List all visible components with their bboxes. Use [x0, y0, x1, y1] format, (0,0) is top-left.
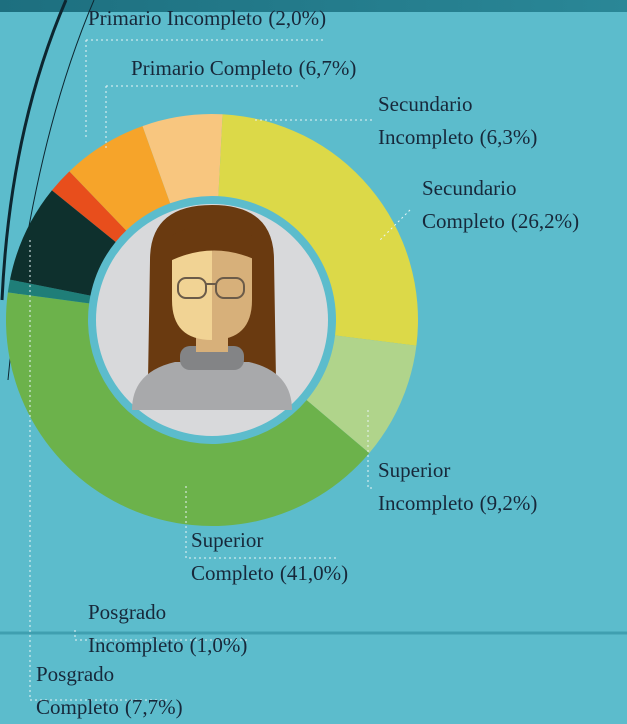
- donut-slice: [142, 114, 223, 204]
- category-label: Posgrado Incompleto: [88, 600, 184, 657]
- category-label: Primario Completo: [131, 56, 293, 80]
- category-label: Secundario Completo: [422, 176, 517, 233]
- slice-label: Posgrado Incompleto (1,0%): [88, 596, 388, 662]
- value-label: (6,3%): [479, 125, 538, 149]
- top-band: [0, 0, 627, 12]
- category-label: Posgrado Completo: [36, 662, 119, 719]
- category-label: Primario Incompleto: [88, 6, 263, 30]
- donut-slice: [306, 335, 417, 454]
- donut-slice: [69, 126, 171, 231]
- donut-slice: [218, 114, 418, 346]
- value-label: (6,7%): [298, 56, 357, 80]
- category-label: Secundario Incompleto: [378, 92, 474, 149]
- leader-lines: [29, 39, 411, 701]
- decor-curve: [0, 0, 68, 301]
- slice-label: Superior Completo (41,0%): [191, 524, 491, 590]
- donut-slice: [7, 279, 91, 304]
- value-label: (1,0%): [189, 633, 248, 657]
- slice-label: Primario Completo (6,7%): [131, 52, 491, 85]
- donut-slice: [5, 292, 370, 526]
- category-label: Superior Completo: [191, 528, 274, 585]
- value-label: (7,7%): [124, 695, 183, 719]
- slice-label: Primario Incompleto (2,0%): [88, 2, 448, 35]
- value-label: (9,2%): [479, 491, 538, 515]
- slice-label: Secundario Completo (26,2%): [422, 172, 622, 238]
- donut: [5, 114, 418, 526]
- category-label: Superior Incompleto: [378, 458, 474, 515]
- donut-slice: [9, 190, 116, 296]
- donut-slice: [51, 171, 127, 242]
- value-label: (26,2%): [510, 209, 580, 233]
- slice-label: Secundario Incompleto (6,3%): [378, 88, 627, 154]
- slice-label: Posgrado Completo (7,7%): [36, 658, 336, 724]
- person-icon: [132, 205, 292, 410]
- value-label: (41,0%): [279, 561, 349, 585]
- slice-label: Superior Incompleto (9,2%): [378, 454, 618, 520]
- value-label: (2,0%): [268, 6, 327, 30]
